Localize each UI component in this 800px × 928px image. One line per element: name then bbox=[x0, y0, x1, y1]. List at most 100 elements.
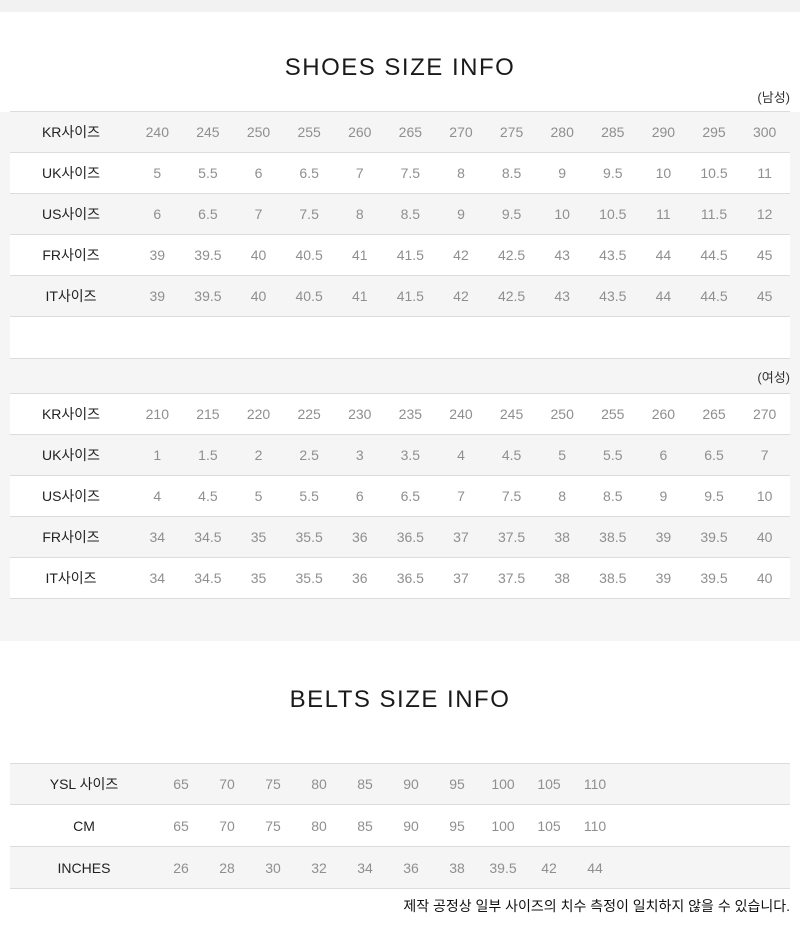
size-value: 44 bbox=[587, 859, 603, 876]
size-row-values: 26 28 30 32 34 36 38 39.5 42 44 bbox=[158, 860, 618, 876]
size-value: 5.5 bbox=[299, 488, 319, 504]
size-value: 39.5 bbox=[700, 570, 728, 586]
size-value: 36 bbox=[351, 529, 368, 545]
size-value: 40 bbox=[250, 288, 267, 304]
size-value: 75 bbox=[265, 817, 281, 834]
size-value: 35 bbox=[250, 570, 267, 586]
size-value: 240 bbox=[145, 124, 169, 140]
size-row-values: 6 6.5 7 7.5 8 8.5 9 9.5 10 10.5 11 11.5 12 bbox=[132, 206, 790, 222]
size-row-label: YSL 사이즈 bbox=[49, 776, 119, 792]
size-value: 45 bbox=[756, 288, 773, 304]
size-value: 6 bbox=[153, 206, 162, 222]
size-value: 11.5 bbox=[700, 206, 728, 222]
size-value: 43.5 bbox=[599, 247, 627, 263]
size-value: 34.5 bbox=[194, 570, 222, 586]
size-row-label: KR사이즈 bbox=[41, 406, 101, 422]
women-it-size-row: IT사이즈 34 34.5 35 35.5 36 36.5 37 37.5 38 38.5 39 39… bbox=[10, 558, 790, 599]
size-value: 6.5 bbox=[704, 447, 724, 463]
size-value: 8.5 bbox=[400, 206, 421, 222]
size-value: 7 bbox=[254, 206, 263, 222]
size-value: 7 bbox=[457, 488, 465, 504]
size-value: 41 bbox=[351, 247, 368, 263]
size-value: 10.5 bbox=[599, 206, 627, 222]
size-value: 41.5 bbox=[396, 288, 424, 304]
size-row-label: UK사이즈 bbox=[41, 447, 101, 463]
size-value: 40.5 bbox=[295, 247, 323, 263]
size-value: 65 bbox=[173, 817, 189, 834]
top-edge-strip bbox=[0, 0, 800, 12]
size-row-values: 65 70 75 80 85 90 95 100 105 110 bbox=[158, 818, 618, 834]
size-value: 90 bbox=[403, 817, 419, 834]
size-value: 75 bbox=[265, 776, 281, 792]
size-value: 42 bbox=[453, 288, 469, 304]
size-value: 105 bbox=[537, 817, 561, 834]
size-value: 265 bbox=[702, 406, 726, 422]
size-value: 30 bbox=[265, 859, 281, 876]
size-value: 7 bbox=[355, 165, 364, 181]
size-value: 250 bbox=[246, 124, 271, 140]
size-value: 37 bbox=[453, 570, 469, 586]
size-measure-disclaimer: 제작 공정상 일부 사이즈의 치수 측정이 일치하지 않을 수 있습니다. bbox=[403, 898, 790, 914]
size-value: 6.5 bbox=[400, 488, 421, 504]
men-section-band: (남성) bbox=[10, 82, 790, 112]
size-value: 250 bbox=[550, 406, 574, 422]
men-section-label: (남성) bbox=[757, 90, 790, 105]
size-value: 6.5 bbox=[299, 165, 319, 181]
size-value: 34 bbox=[357, 859, 373, 876]
men-fr-size-row: FR사이즈 39 39.5 40 40.5 41 41.5 42 42.5 43 43.5 44 44… bbox=[10, 235, 790, 276]
size-value: 44 bbox=[655, 247, 672, 263]
size-value: 35.5 bbox=[295, 570, 323, 586]
size-value: 65 bbox=[173, 776, 189, 792]
size-value: 38 bbox=[554, 529, 570, 545]
size-value: 12 bbox=[756, 206, 773, 222]
size-row-label: KR사이즈 bbox=[41, 124, 101, 140]
size-value: 6 bbox=[355, 488, 364, 504]
shoes-size-info-title: SHOES SIZE INFO bbox=[284, 54, 516, 81]
size-value: 7 bbox=[760, 447, 769, 463]
size-value: 275 bbox=[499, 124, 524, 140]
size-row-label: INCHES bbox=[57, 859, 111, 876]
size-value: 255 bbox=[601, 406, 625, 422]
size-value: 280 bbox=[550, 124, 574, 140]
size-value: 42 bbox=[453, 247, 469, 263]
size-value: 300 bbox=[752, 124, 777, 140]
size-value: 225 bbox=[297, 406, 321, 422]
belts-size-info-title: BELTS SIZE INFO bbox=[289, 686, 511, 713]
size-value: 7.5 bbox=[501, 488, 522, 504]
size-value: 2 bbox=[254, 447, 263, 463]
women-kr-size-row: KR사이즈 210 215 220 225 230 235 240 245 250 255 260 2… bbox=[10, 394, 790, 435]
size-value: 9.5 bbox=[501, 206, 522, 222]
size-value: 8 bbox=[457, 165, 465, 181]
size-value: 245 bbox=[499, 406, 524, 422]
size-value: 39.5 bbox=[489, 859, 517, 876]
size-value: 6 bbox=[254, 165, 263, 181]
size-value: 70 bbox=[219, 776, 235, 792]
size-value: 39.5 bbox=[194, 288, 222, 304]
men-it-size-row: IT사이즈 39 39.5 40 40.5 41 41.5 42 42.5 43 43.5 44 44… bbox=[10, 276, 790, 317]
size-row-values: 210 215 220 225 230 235 240 245 250 255 260 265 270 bbox=[132, 406, 790, 422]
size-value: 43.5 bbox=[599, 288, 627, 304]
size-value: 32 bbox=[311, 859, 327, 876]
size-value: 10 bbox=[756, 488, 773, 504]
size-value: 295 bbox=[702, 124, 726, 140]
size-row-values: 1 1.5 2 2.5 3 3.5 4 4.5 5 5.5 6 6.5 7 bbox=[132, 447, 790, 463]
size-value: 10.5 bbox=[700, 165, 728, 181]
size-value: 39 bbox=[149, 288, 166, 304]
size-value: 4.5 bbox=[198, 488, 218, 504]
size-value: 255 bbox=[297, 124, 321, 140]
size-value: 38 bbox=[554, 570, 570, 586]
size-value: 37 bbox=[453, 529, 469, 545]
size-value: 44 bbox=[655, 288, 672, 304]
men-us-size-row: US사이즈 6 6.5 7 7.5 8 8.5 9 9.5 10 10.5 11 11.5 12 bbox=[10, 194, 790, 235]
size-value: 9 bbox=[659, 488, 668, 504]
size-value: 100 bbox=[491, 776, 515, 792]
size-value: 42.5 bbox=[497, 288, 526, 304]
size-value: 5 bbox=[153, 165, 162, 181]
size-value: 38.5 bbox=[599, 529, 627, 545]
size-row-values: 34 34.5 35 35.5 36 36.5 37 37.5 38 38.5 39 39.5 40 bbox=[132, 570, 790, 586]
size-value: 220 bbox=[246, 406, 271, 422]
size-value: 35 bbox=[250, 529, 267, 545]
size-value: 38 bbox=[449, 859, 465, 876]
size-row-values: 34 34.5 35 35.5 36 36.5 37 37.5 38 38.5 39 39.5 40 bbox=[132, 529, 790, 545]
size-value: 100 bbox=[491, 817, 515, 834]
